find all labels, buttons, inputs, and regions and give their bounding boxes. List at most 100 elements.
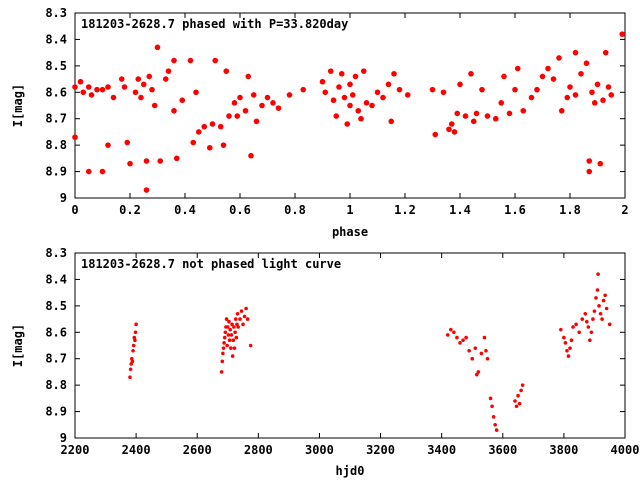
x-tick-label: 2400 — [122, 443, 151, 457]
x-tick-label: 1.6 — [504, 203, 526, 217]
data-point — [462, 113, 469, 119]
data-point — [336, 84, 342, 90]
data-point — [488, 396, 493, 401]
data-point — [545, 65, 551, 72]
y-tick-label: 9 — [60, 431, 67, 445]
data-point — [513, 399, 517, 403]
data-point — [138, 94, 144, 101]
y-tick-label: 8.8 — [45, 378, 67, 392]
data-point — [238, 317, 242, 321]
data-point — [88, 92, 95, 98]
data-point — [566, 354, 571, 358]
data-point — [233, 330, 237, 335]
data-point — [520, 383, 525, 387]
y-tick-label: 8.4 — [45, 272, 67, 286]
data-point — [578, 70, 584, 77]
x-tick-label: 2 — [621, 203, 628, 217]
data-point — [231, 100, 238, 106]
data-point — [559, 327, 563, 332]
data-point — [130, 359, 135, 364]
x-tick-label: 0.2 — [119, 203, 141, 217]
data-point — [223, 68, 230, 74]
y-tick-label: 8.7 — [45, 352, 67, 366]
data-point — [85, 168, 92, 175]
data-point — [391, 70, 397, 77]
data-point — [99, 86, 106, 93]
data-point — [201, 123, 208, 130]
data-point — [358, 115, 364, 122]
data-point — [429, 86, 436, 93]
data-point — [568, 346, 572, 350]
data-point — [127, 160, 133, 167]
data-point — [341, 94, 348, 101]
data-point — [154, 44, 161, 51]
x-tick-label: 3800 — [549, 443, 578, 457]
data-point — [591, 100, 598, 106]
data-point — [209, 121, 216, 127]
data-point — [217, 123, 224, 130]
data-point — [253, 118, 260, 125]
data-point — [173, 155, 180, 162]
x-tick-label: 3600 — [488, 443, 517, 457]
data-point — [143, 158, 150, 164]
data-point — [464, 335, 468, 340]
data-point — [220, 359, 225, 364]
data-point — [479, 86, 485, 93]
data-point — [227, 319, 231, 324]
data-point — [195, 129, 202, 135]
data-point — [571, 325, 575, 329]
data-point — [162, 76, 169, 82]
data-point — [451, 129, 458, 135]
data-point — [239, 309, 244, 313]
panel-phased: 0 0.2 0.4 0.6 0.8 1 1.2 1.4 1.6 1.8 2 8.3 8.4 8.5 8.6 8… — [11, 6, 629, 239]
data-point — [219, 370, 224, 374]
data-point — [344, 121, 351, 127]
data-point — [396, 86, 403, 93]
data-point — [275, 105, 282, 111]
data-point — [470, 356, 475, 361]
data-point — [270, 100, 276, 106]
data-point — [85, 84, 92, 90]
data-point — [380, 94, 386, 101]
data-point — [556, 55, 562, 61]
data-point — [580, 317, 585, 321]
data-point — [455, 335, 459, 340]
data-point — [179, 97, 186, 104]
data-point — [128, 375, 132, 380]
data-point — [230, 354, 235, 358]
data-point — [300, 86, 307, 93]
data-point — [550, 76, 557, 82]
data-point — [146, 73, 153, 80]
data-point — [131, 343, 136, 348]
data-point — [482, 335, 487, 340]
y-tick-label: 8.7 — [45, 112, 67, 126]
data-point — [470, 118, 477, 125]
data-point — [583, 311, 588, 316]
data-point — [600, 97, 606, 104]
data-point — [432, 131, 439, 138]
x-tick-label: 0.6 — [229, 203, 251, 217]
data-point — [131, 348, 135, 353]
data-point — [352, 73, 359, 80]
data-point — [222, 335, 227, 340]
data-point — [187, 57, 194, 64]
data-point — [586, 168, 593, 175]
data-point — [330, 97, 337, 104]
x-tick-label: 4000 — [611, 443, 640, 457]
data-point — [563, 341, 568, 345]
x-tick-label: 3200 — [366, 443, 395, 457]
data-point — [520, 107, 527, 114]
data-point — [245, 317, 250, 321]
data-point — [140, 81, 147, 88]
data-point — [360, 68, 367, 74]
data-point — [121, 84, 128, 90]
y-tick-label: 8.4 — [45, 32, 67, 46]
data-point — [468, 70, 474, 77]
data-point — [322, 89, 329, 96]
data-point — [595, 288, 600, 292]
data-point — [476, 370, 481, 374]
data-point — [517, 401, 522, 406]
x-tick-label: 3400 — [427, 443, 456, 457]
data-point — [110, 94, 117, 101]
